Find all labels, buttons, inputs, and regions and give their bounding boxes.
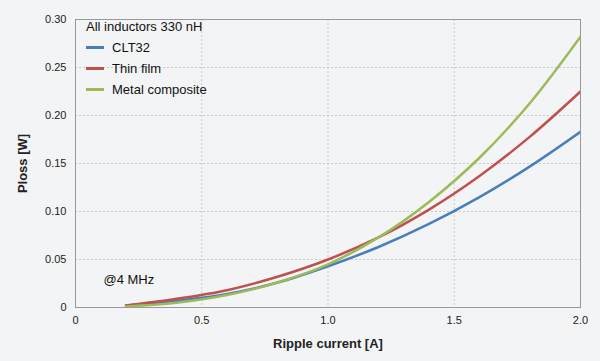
svg-text:0.5: 0.5 xyxy=(194,314,209,326)
html-text:Metal composite: Metal composite xyxy=(112,82,207,97)
svg-text:1.0: 1.0 xyxy=(320,314,335,326)
svg-text:0.30: 0.30 xyxy=(45,13,66,25)
svg-text:Ripple current [A]: Ripple current [A] xyxy=(273,336,383,351)
html-text:All inductors 330 nH: All inductors 330 nH xyxy=(86,19,203,34)
svg-text:0: 0 xyxy=(60,301,66,313)
svg-text:0.25: 0.25 xyxy=(45,61,66,73)
html-text:CLT32: CLT32 xyxy=(112,40,151,55)
svg-text:Ploss [W]: Ploss [W] xyxy=(15,134,30,193)
html-text:Thin film: Thin film xyxy=(112,61,162,76)
svg-text:@4 MHz: @4 MHz xyxy=(104,272,155,287)
svg-text:0.20: 0.20 xyxy=(45,109,66,121)
svg-text:0: 0 xyxy=(72,314,78,326)
svg-text:0.15: 0.15 xyxy=(45,157,66,169)
svg-text:0.05: 0.05 xyxy=(45,253,66,265)
svg-text:2.0: 2.0 xyxy=(573,314,588,326)
svg-text:0.10: 0.10 xyxy=(45,205,66,217)
svg-text:1.5: 1.5 xyxy=(447,314,462,326)
